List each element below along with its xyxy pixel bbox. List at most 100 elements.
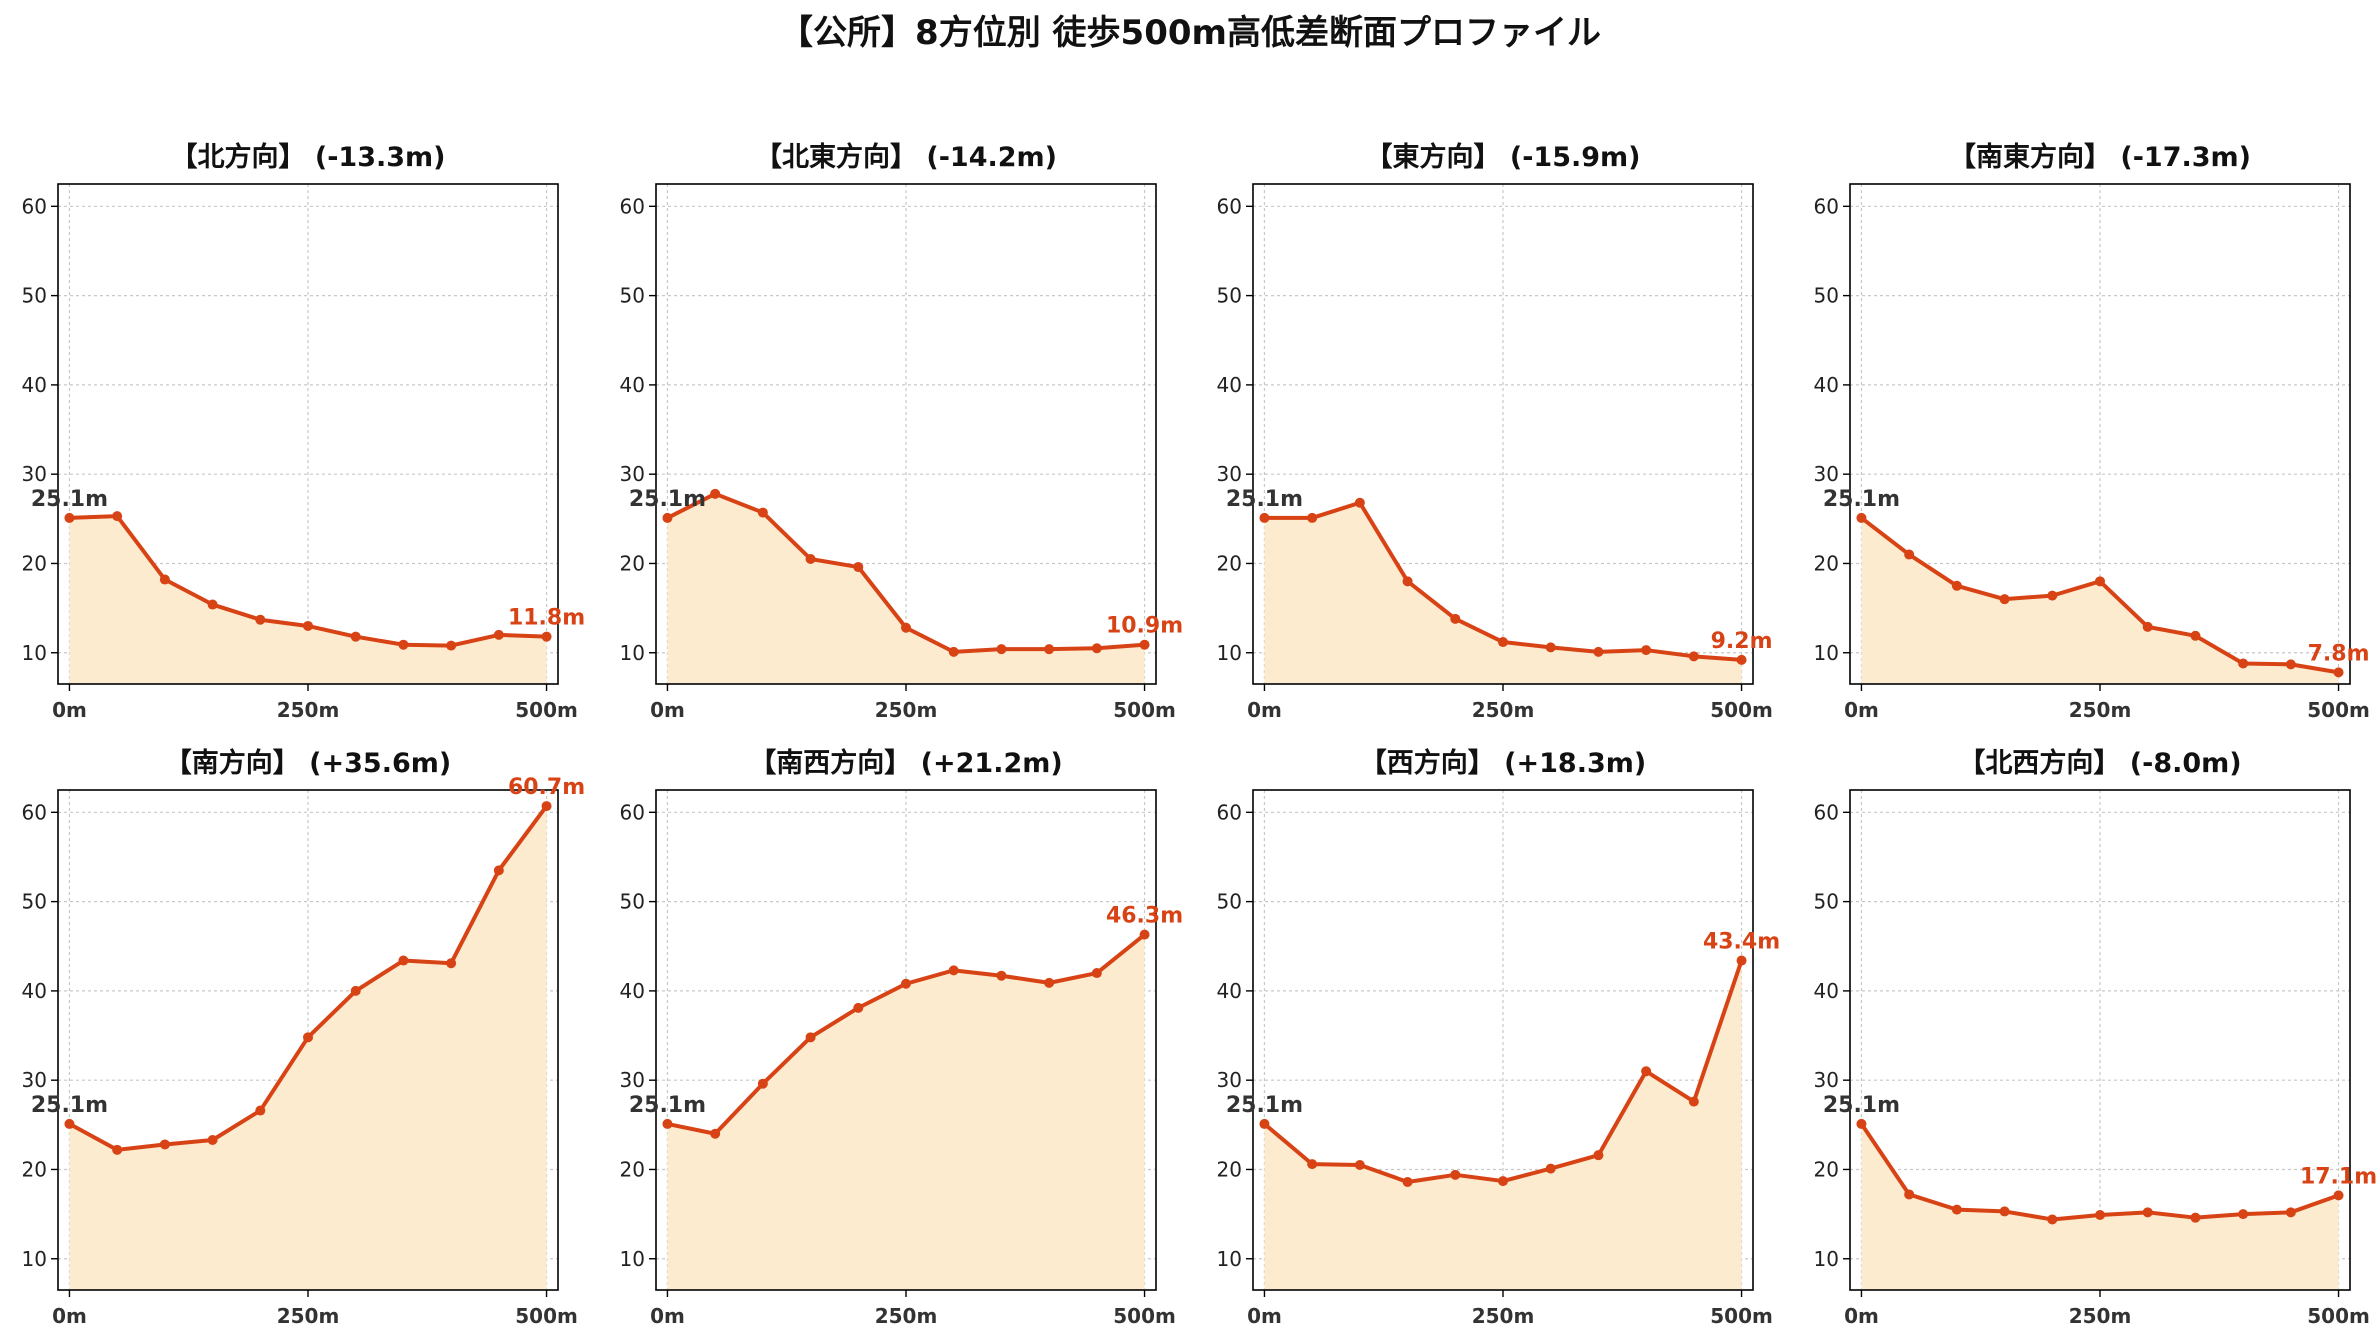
- y-tick-label: 10: [22, 1247, 47, 1271]
- x-tick-label: 0m: [1844, 698, 1879, 722]
- data-point: [901, 978, 911, 989]
- y-tick-label: 50: [1814, 890, 1839, 914]
- data-point: [112, 1144, 123, 1155]
- y-tick-label: 60: [22, 194, 47, 218]
- data-point: [446, 640, 457, 651]
- elevation-area: [1264, 960, 1742, 1290]
- start-elevation-label: 25.1m: [1823, 487, 1900, 512]
- data-point: [1736, 654, 1747, 665]
- panel-1: 【北東方向】 (-14.2m) 10 20 30 40 50 60 0m 250m 500m 25.…: [620, 141, 1184, 722]
- data-point: [398, 955, 409, 966]
- data-point: [1139, 929, 1150, 940]
- end-elevation-label: 60.7m: [508, 775, 585, 800]
- panel-0: 【北方向】 (-13.3m) 10 20 30 40 50 60 0m 250m 500m 25.1…: [22, 141, 586, 722]
- data-point: [398, 639, 409, 650]
- elevation-area: [1264, 502, 1742, 684]
- y-tick-label: 40: [620, 979, 645, 1003]
- end-elevation-label: 11.8m: [508, 606, 585, 631]
- y-tick-label: 10: [1814, 1247, 1839, 1271]
- data-point: [1688, 1096, 1699, 1107]
- x-tick-label: 0m: [52, 1304, 87, 1328]
- data-point: [1498, 637, 1508, 648]
- panel-title: 【東方向】 (-15.9m): [1365, 141, 1640, 173]
- y-tick-label: 50: [22, 890, 47, 914]
- x-tick-label: 500m: [1710, 698, 1773, 722]
- y-tick-label: 40: [620, 373, 645, 397]
- x-tick-label: 250m: [277, 1304, 340, 1328]
- panel-title: 【北東方向】 (-14.2m): [755, 141, 1057, 173]
- data-point: [2285, 1207, 2296, 1218]
- y-tick-label: 10: [1814, 641, 1839, 665]
- y-tick-label: 40: [22, 979, 47, 1003]
- start-elevation-label: 25.1m: [31, 1093, 108, 1118]
- data-point: [1354, 1160, 1365, 1170]
- y-tick-label: 10: [22, 641, 47, 665]
- x-tick-label: 0m: [52, 698, 87, 722]
- end-elevation-label: 46.3m: [1106, 904, 1183, 929]
- data-point: [159, 1139, 170, 1150]
- y-tick-label: 60: [1217, 800, 1242, 824]
- panel-title: 【北西方向】 (-8.0m): [1958, 747, 2241, 779]
- data-point: [901, 622, 911, 633]
- start-elevation-label: 25.1m: [1226, 487, 1303, 512]
- data-point: [159, 574, 170, 585]
- data-point: [1259, 1118, 1270, 1129]
- data-point: [541, 631, 552, 642]
- data-point: [2047, 1214, 2058, 1225]
- x-tick-label: 0m: [1247, 1304, 1282, 1328]
- data-point: [2333, 667, 2344, 678]
- x-tick-label: 500m: [1710, 1304, 1773, 1328]
- figure-title: 【公所】8方位別 徒歩500m高低差断面プロファイル: [779, 13, 1601, 53]
- elevation-area: [69, 516, 547, 684]
- panel-5: 【南西方向】 (+21.2m) 10 20 30 40 50 60 0m 250m 500m 25.…: [620, 747, 1184, 1328]
- x-tick-label: 500m: [515, 698, 578, 722]
- y-tick-label: 60: [620, 800, 645, 824]
- data-point: [1904, 549, 1915, 560]
- data-point: [757, 507, 768, 518]
- panel-3: 【南東方向】 (-17.3m) 10 20 30 40 50 60 0m 250m 500m 25.…: [1814, 141, 2370, 722]
- data-point: [1736, 955, 1747, 966]
- y-tick-label: 10: [1217, 641, 1242, 665]
- data-point: [1951, 1204, 1962, 1215]
- y-tick-label: 30: [620, 462, 645, 486]
- x-tick-label: 500m: [1113, 698, 1176, 722]
- data-point: [996, 644, 1007, 655]
- data-point: [1688, 651, 1699, 662]
- y-tick-label: 60: [1217, 194, 1242, 218]
- data-point: [710, 488, 721, 499]
- elevation-area: [667, 493, 1145, 684]
- data-point: [1545, 1163, 1556, 1174]
- data-point: [303, 620, 313, 631]
- panel-2: 【東方向】 (-15.9m) 10 20 30 40 50 60 0m 250m 500m 25.1…: [1217, 141, 1773, 722]
- data-point: [1856, 1118, 1867, 1129]
- data-point: [710, 1128, 721, 1139]
- data-point: [207, 1135, 218, 1145]
- end-elevation-label: 43.4m: [1703, 930, 1780, 955]
- data-point: [493, 629, 504, 640]
- data-point: [350, 985, 361, 996]
- y-tick-label: 20: [1814, 551, 1839, 575]
- data-point: [1641, 645, 1652, 656]
- elevation-area: [667, 934, 1145, 1290]
- data-point: [2095, 576, 2105, 587]
- data-point: [2190, 1212, 2201, 1223]
- panel-title: 【南西方向】 (+21.2m): [749, 747, 1062, 779]
- data-point: [1044, 977, 1055, 988]
- y-tick-label: 50: [22, 284, 47, 308]
- y-tick-label: 60: [620, 194, 645, 218]
- data-point: [1307, 1159, 1318, 1170]
- y-tick-label: 60: [1814, 194, 1839, 218]
- elevation-area: [1861, 1123, 2339, 1290]
- y-tick-label: 50: [1217, 890, 1242, 914]
- y-tick-label: 20: [620, 551, 645, 575]
- y-tick-label: 30: [22, 1068, 47, 1092]
- y-tick-label: 20: [1217, 1157, 1242, 1181]
- data-point: [1999, 1206, 2010, 1217]
- elevation-area: [1861, 517, 2339, 684]
- panel-title: 【西方向】 (+18.3m): [1360, 747, 1646, 779]
- end-elevation-label: 9.2m: [1711, 629, 1773, 654]
- x-tick-label: 250m: [1472, 698, 1535, 722]
- x-tick-label: 0m: [650, 1304, 685, 1328]
- data-point: [1259, 512, 1270, 523]
- y-tick-label: 30: [22, 462, 47, 486]
